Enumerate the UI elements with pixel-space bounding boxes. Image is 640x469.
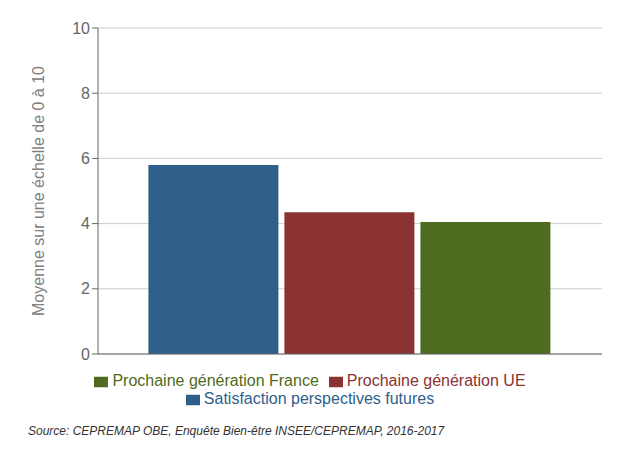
svg-text:6: 6 <box>81 150 90 167</box>
html-text:Source: CEPREMAP OBE, Enquête: Source: CEPREMAP OBE, Enquête Bien-être … <box>28 424 445 438</box>
html-text:Prochaine génération UE: Prochaine génération UE <box>346 372 526 389</box>
svg-text:10: 10 <box>72 20 90 37</box>
svg-text:4: 4 <box>81 215 90 232</box>
svg-text:0: 0 <box>81 346 90 363</box>
svg-text:Moyenne sur une échelle de 0 à: Moyenne sur une échelle de 0 à 10 <box>30 66 47 316</box>
svg-text:8: 8 <box>81 85 90 102</box>
html-text:Satisfaction perspectives futu: Satisfaction perspectives futures <box>203 390 435 407</box>
html-text:Prochaine génération France: Prochaine génération France <box>112 372 319 389</box>
svg-text:2: 2 <box>81 280 90 297</box>
